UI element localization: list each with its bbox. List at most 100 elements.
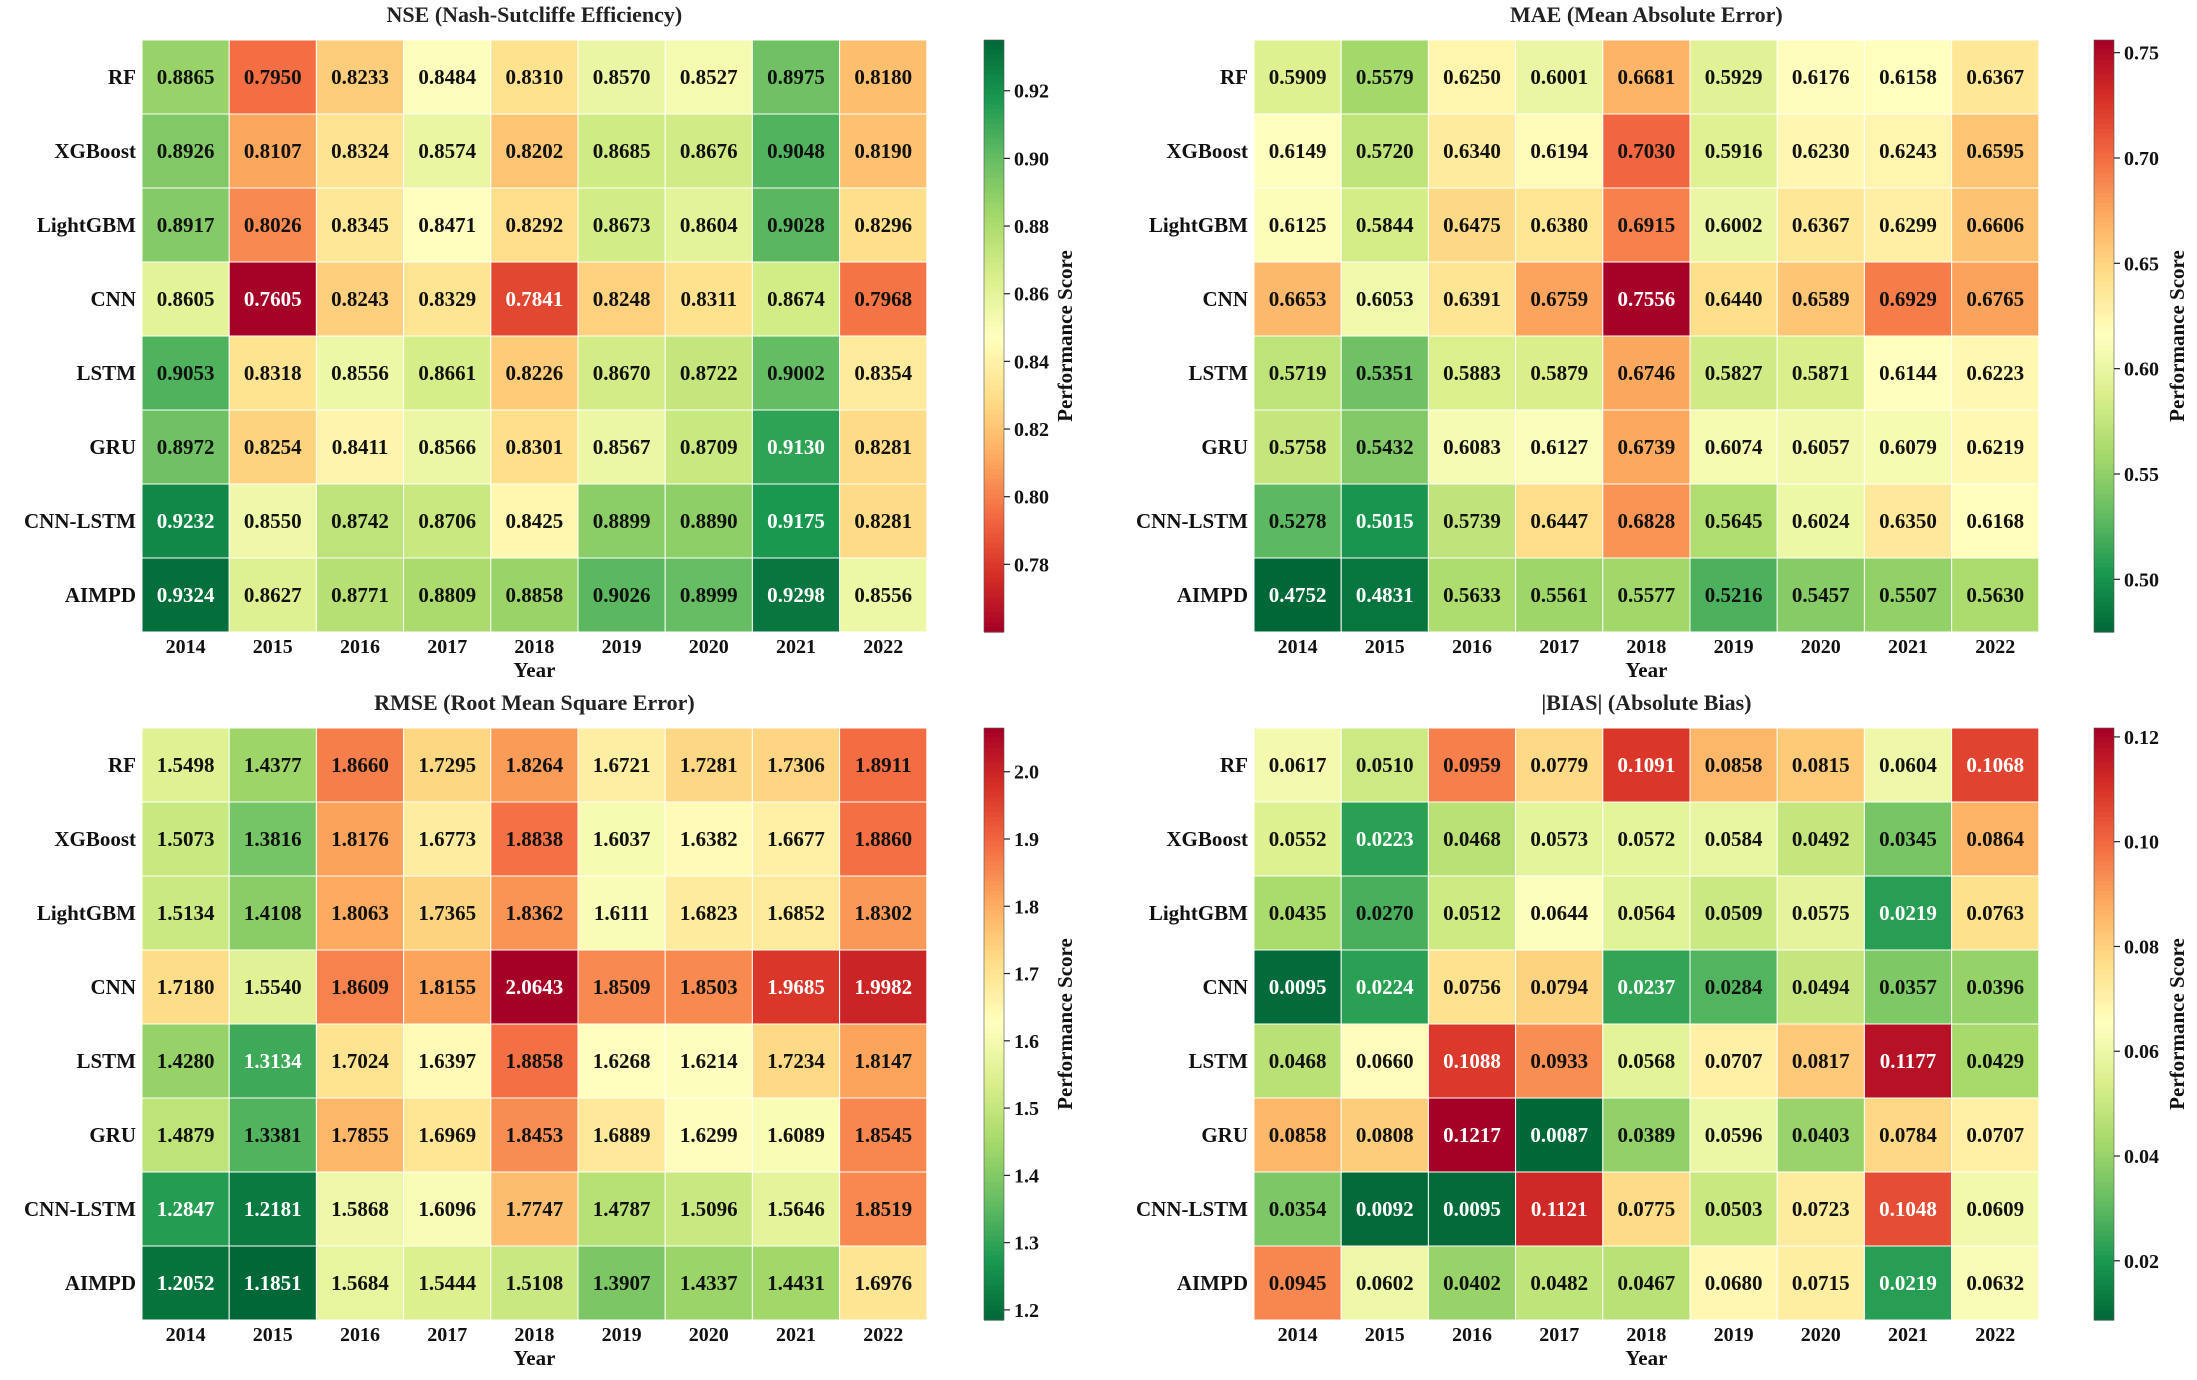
heatmap-cell xyxy=(1253,1023,1342,1099)
colorbar-segment xyxy=(2094,548,2114,554)
cell-value-label: 0.6125 xyxy=(1269,213,1327,237)
cell-value-label: 0.9130 xyxy=(767,435,825,459)
heatmap-cell xyxy=(1776,1245,1865,1321)
colorbar-segment xyxy=(984,627,1004,633)
column-label: 2017 xyxy=(427,636,467,658)
column-label: 2020 xyxy=(689,636,729,658)
cell-value-label: 0.6057 xyxy=(1792,435,1850,459)
cell-value-label: 0.6168 xyxy=(1966,509,2024,533)
colorbar-segment xyxy=(984,752,1004,759)
colorbar-segment xyxy=(984,1038,1004,1045)
heatmap-cell xyxy=(1863,1245,1953,1321)
heatmap-cell xyxy=(1340,801,1429,877)
heatmap-cell xyxy=(839,875,928,951)
colorbar-segment xyxy=(2094,1033,2114,1040)
heatmap-panel-4: |BIAS| (Absolute Bias) 0.0617 0.0510 0.0959… xyxy=(1136,690,2189,1370)
colorbar-segment xyxy=(2094,1093,2114,1099)
colorbar-segment xyxy=(2094,44,2114,51)
colorbar-segment xyxy=(2094,1255,2114,1262)
heatmap-cell xyxy=(1951,187,2040,263)
cell-value-label: 0.8605 xyxy=(157,287,215,311)
cell-value-label: 0.8706 xyxy=(418,509,476,533)
colorbar-segment xyxy=(2094,1162,2114,1168)
heatmap-cell xyxy=(228,409,317,485)
row-label: GRU xyxy=(89,435,136,459)
colorbar-segment xyxy=(984,582,1004,589)
cell-value-label: 0.0087 xyxy=(1530,1123,1588,1147)
cell-value-label: 0.5883 xyxy=(1443,361,1501,385)
heatmap-cell xyxy=(1689,39,1778,115)
colorbar-segment xyxy=(984,1290,1004,1296)
column-label: 2016 xyxy=(340,1324,380,1346)
colorbar-segment xyxy=(984,984,1004,991)
cell-value-label: 0.9026 xyxy=(593,583,651,607)
column-label: 2016 xyxy=(340,636,380,658)
colorbar-segment xyxy=(984,989,1004,995)
colorbar-segment xyxy=(2094,728,2114,734)
heatmap-cell xyxy=(751,727,841,803)
cell-value-label: 0.4752 xyxy=(1269,583,1327,607)
cell-value-label: 1.6397 xyxy=(418,1049,476,1073)
heatmap-cell xyxy=(577,949,666,1025)
colorbar-segment xyxy=(2094,109,2114,115)
heatmap-cell xyxy=(228,1171,317,1247)
colorbar-segment xyxy=(2094,1300,2114,1306)
cell-value-label: 1.3134 xyxy=(244,1049,302,1073)
colorbar-segment xyxy=(984,484,1004,490)
heatmap-cell xyxy=(1863,875,1953,951)
cell-value-label: 0.6367 xyxy=(1966,65,2024,89)
colorbar-segment xyxy=(2094,414,2114,421)
colorbar-segment xyxy=(2094,890,2114,897)
colorbar-segment xyxy=(2094,1250,2114,1257)
cell-value-label: 0.6681 xyxy=(1618,65,1676,89)
column-label: 2022 xyxy=(863,1324,903,1346)
row-label: GRU xyxy=(1201,1123,1248,1147)
colorbar-segment xyxy=(2094,99,2114,105)
cell-value-label: 0.8254 xyxy=(244,435,302,459)
heatmap-cell xyxy=(403,557,492,633)
colorbar-segment xyxy=(2094,49,2114,56)
cell-value-label: 0.0568 xyxy=(1618,1049,1676,1073)
cell-value-label: 1.2847 xyxy=(157,1197,215,1221)
cell-value-label: 0.8709 xyxy=(680,435,738,459)
cell-value-label: 0.0604 xyxy=(1879,753,1937,777)
colorbar-segment xyxy=(2094,984,2114,991)
heatmap-cell xyxy=(839,187,928,263)
heatmap-cell xyxy=(1776,875,1865,951)
colorbar-segment xyxy=(2094,831,2114,838)
cell-value-label: 0.6158 xyxy=(1879,65,1937,89)
colorbar-segment xyxy=(2094,217,2114,224)
colorbar-segment xyxy=(984,173,1004,179)
column-label: 2021 xyxy=(776,636,816,658)
cell-value-label: 0.5720 xyxy=(1356,139,1414,163)
colorbar-segment xyxy=(984,880,1004,887)
colorbar-segment xyxy=(2094,940,2114,946)
cell-value-label: 1.4431 xyxy=(767,1271,825,1295)
colorbar-tick-label: 1.7 xyxy=(1014,964,1039,986)
heatmap-cell xyxy=(490,557,579,633)
colorbar-segment xyxy=(984,222,1004,229)
cell-value-label: 0.0354 xyxy=(1269,1197,1327,1221)
colorbar-segment xyxy=(984,587,1004,594)
cell-value-label: 1.3907 xyxy=(593,1271,651,1295)
cell-value-label: 1.3381 xyxy=(244,1123,302,1147)
cell-value-label: 0.6299 xyxy=(1879,213,1937,237)
colorbar-segment xyxy=(2094,94,2114,100)
heatmap-cell xyxy=(315,39,405,115)
colorbar-segment xyxy=(2094,1226,2114,1232)
colorbar-segment xyxy=(984,846,1004,852)
heatmap-cell xyxy=(577,801,666,877)
cell-value-label: 0.0707 xyxy=(1705,1049,1763,1073)
heatmap-cell xyxy=(1776,483,1865,559)
colorbar-segment xyxy=(984,54,1004,61)
row-label: CNN xyxy=(1203,975,1249,999)
cell-value-label: 1.3816 xyxy=(244,827,302,851)
colorbar-segment xyxy=(984,1078,1004,1084)
colorbar-segment xyxy=(2094,360,2114,367)
cell-value-label: 0.0512 xyxy=(1443,901,1501,925)
colorbar-segment xyxy=(2094,1216,2114,1222)
colorbar-segment xyxy=(2094,797,2114,803)
cell-value-label: 1.6382 xyxy=(680,827,738,851)
heatmap-cell xyxy=(1253,1245,1342,1321)
cell-value-label: 0.1088 xyxy=(1443,1049,1501,1073)
